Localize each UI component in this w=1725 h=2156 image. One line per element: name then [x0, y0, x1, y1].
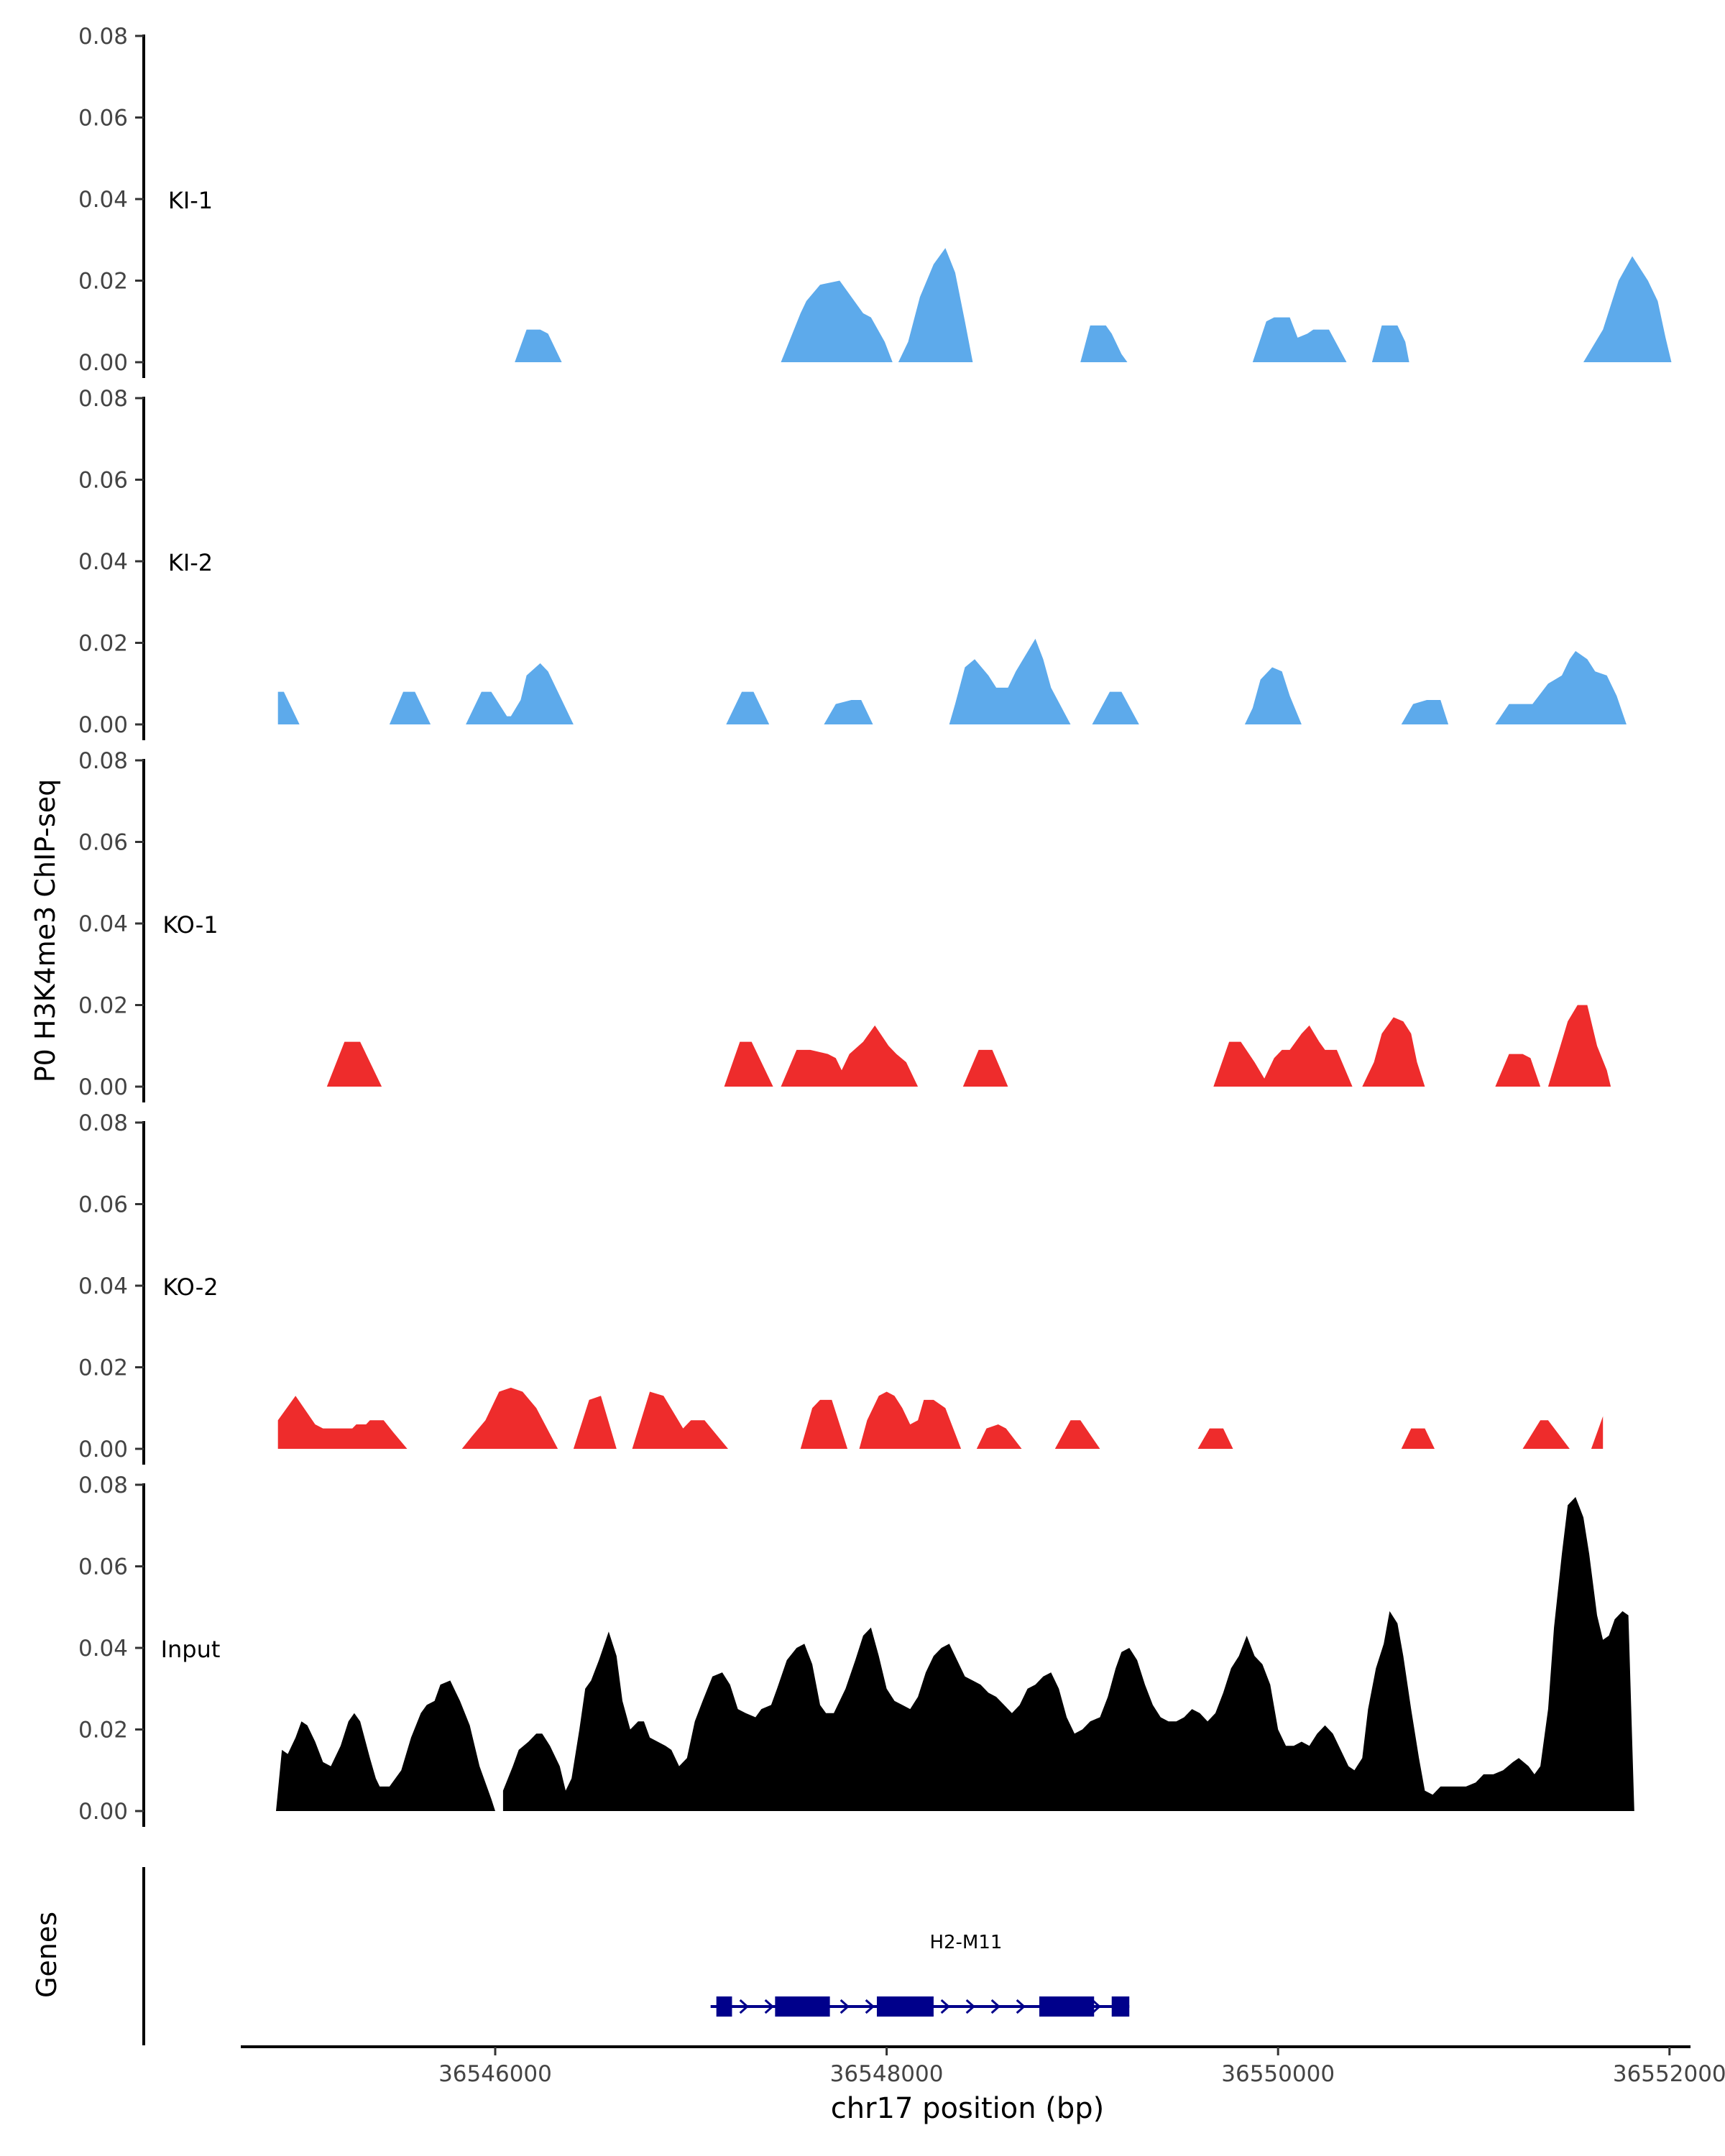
- signal-area-input: [276, 1497, 1634, 1811]
- strand-arrow: [1091, 1999, 1101, 2014]
- track-label: KO-1: [162, 911, 218, 939]
- track-panel-ki-2: 0.00 0.02 0.04 0.06 0.08 KI-2: [78, 386, 1627, 740]
- strand-arrow: [990, 1999, 1000, 2014]
- gene-exon: [716, 1996, 732, 2017]
- track-label: KI-1: [168, 187, 213, 214]
- tracks-layer: 0.00 0.02 0.04 0.06 0.08 KI-1 0.00 0.02 0.04 0.06…: [78, 24, 1672, 1827]
- strand-arrow: [739, 1999, 749, 2014]
- track-label: KI-2: [168, 549, 213, 576]
- x-tick-label: 36550000: [1221, 2061, 1335, 2087]
- y-tick-label: 0.08: [78, 24, 128, 50]
- y-tick-label: 0.06: [78, 468, 128, 494]
- track-panel-ko-2: 0.00 0.02 0.04 0.06 0.08 KO-2: [78, 1110, 1604, 1465]
- signal-area-ko-2: [277, 1387, 1604, 1449]
- strand-arrow: [965, 1999, 975, 2014]
- y-tick-label: 0.00: [78, 350, 128, 376]
- y-tick-label: 0.04: [78, 187, 128, 213]
- strand-arrow: [1016, 1999, 1026, 2014]
- y-tick-label: 0.00: [78, 1074, 128, 1100]
- y-tick-label: 0.02: [78, 1718, 128, 1743]
- gene-exon: [1039, 1996, 1095, 2017]
- y-tick-label: 0.04: [78, 549, 128, 575]
- x-tick-label: 36552000: [1613, 2061, 1725, 2087]
- y-tick-label: 0.06: [78, 1554, 128, 1580]
- y-tick-label: 0.02: [78, 269, 128, 295]
- y-tick-label: 0.00: [78, 1437, 128, 1462]
- x-tick-label: 36546000: [438, 2061, 552, 2087]
- y-tick-label: 0.04: [78, 1273, 128, 1299]
- genes-panel-label: Genes: [31, 1912, 63, 1998]
- genes-panel: Genes H2-M11: [31, 1867, 1130, 2045]
- y-axis-title: P0 H3K4me3 ChIP-seq: [29, 779, 61, 1083]
- y-tick-label: 0.08: [78, 1110, 128, 1136]
- x-tick-label: 36548000: [830, 2061, 944, 2087]
- y-tick-label: 0.06: [78, 830, 128, 856]
- y-tick-label: 0.02: [78, 993, 128, 1019]
- gene-model: H2-M11: [710, 1932, 1130, 2017]
- y-tick-label: 0.08: [78, 1473, 128, 1498]
- gene-exon: [1111, 1996, 1130, 2017]
- x-axis-title: chr17 position (bp): [831, 2092, 1105, 2125]
- track-panel-input: 0.00 0.02 0.04 0.06 0.08 Input: [78, 1473, 1634, 1827]
- y-tick-label: 0.00: [78, 712, 128, 738]
- track-label: Input: [161, 1636, 221, 1663]
- y-tick-label: 0.02: [78, 1355, 128, 1381]
- y-tick-label: 0.04: [78, 911, 128, 937]
- gene-exon: [876, 1996, 934, 2017]
- x-axis: 36546000 36548000 36550000 36552000: [241, 2045, 1725, 2087]
- y-tick-label: 0.00: [78, 1799, 128, 1825]
- gene-name-label: H2-M11: [929, 1932, 1002, 1953]
- track-label: KO-2: [162, 1273, 218, 1301]
- y-tick-label: 0.06: [78, 106, 128, 132]
- track-panel-ki-1: 0.00 0.02 0.04 0.06 0.08 KI-1: [78, 24, 1672, 378]
- signal-area-ki-2: [277, 638, 1627, 724]
- strand-arrow: [865, 1999, 875, 2014]
- signal-area-ki-1: [515, 248, 1672, 362]
- y-tick-label: 0.06: [78, 1192, 128, 1218]
- strand-arrow: [840, 1999, 850, 2014]
- y-tick-label: 0.08: [78, 386, 128, 412]
- track-panel-ko-1: 0.00 0.02 0.04 0.06 0.08 KO-1: [78, 748, 1611, 1102]
- y-tick-label: 0.04: [78, 1636, 128, 1662]
- gene-exon: [775, 1996, 830, 2017]
- strand-arrow: [940, 1999, 950, 2014]
- strand-arrow: [764, 1999, 774, 2014]
- y-tick-label: 0.08: [78, 748, 128, 774]
- y-tick-label: 0.02: [78, 631, 128, 657]
- signal-area-ko-1: [326, 1005, 1611, 1087]
